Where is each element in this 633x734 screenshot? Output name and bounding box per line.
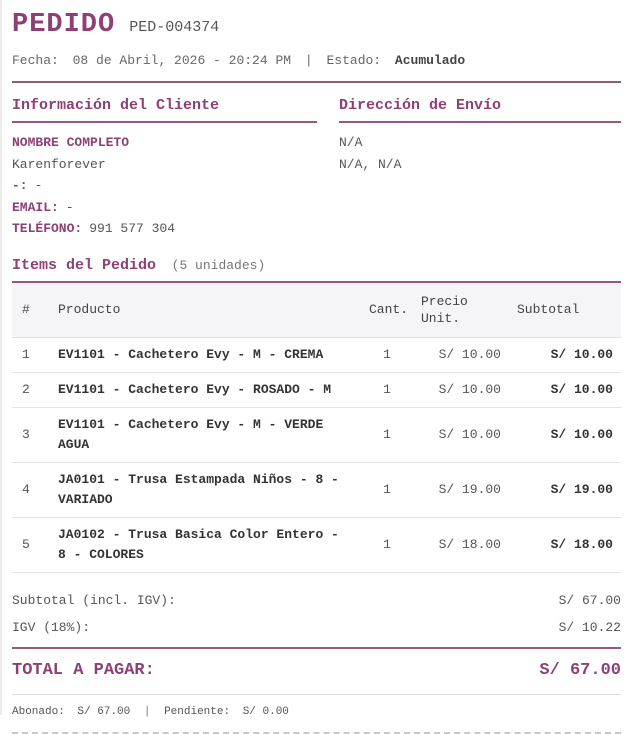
estado-value: Acumulado [394, 53, 466, 68]
document-header: PEDIDO PED-004374 [12, 10, 621, 40]
item-precio: S/ 18.00 [413, 517, 509, 573]
header-divider [12, 81, 621, 83]
fecha-label: Fecha: [12, 53, 59, 68]
abonado-value: S/ 67.00 [77, 705, 131, 718]
item-cant: 1 [361, 462, 413, 518]
col-header-num: # [12, 282, 50, 338]
item-producto: EV1101 - Cachetero Evy - ROSADO - M [50, 372, 361, 408]
item-producto: EV1101 - Cachetero Evy - M - VERDE AGUA [50, 407, 361, 463]
item-precio: S/ 10.00 [413, 407, 509, 463]
page-title: PEDIDO [12, 10, 116, 40]
item-cant: 1 [361, 517, 413, 573]
client-email-row: EMAIL: - [12, 199, 74, 215]
subtotal-value: S/ 67.00 [558, 592, 621, 608]
client-info-body: NOMBRE COMPLETO Karenforever -: - EMAIL: -… [12, 123, 317, 240]
info-columns: Información del Cliente NOMBRE COMPLETO … [12, 97, 621, 240]
igv-row: IGV (18%): S/ 10.22 [12, 614, 621, 641]
subtotal-label: Subtotal (incl. IGV): [12, 592, 176, 608]
item-num: 3 [12, 407, 50, 463]
grand-total-value: S/ 67.00 [539, 660, 621, 680]
item-subtotal: S/ 10.00 [509, 372, 621, 408]
header-row: # Producto Cant. Precio Unit. Subtotal [12, 282, 621, 338]
grand-total-row: TOTAL A PAGAR: S/ 67.00 [12, 646, 621, 690]
payment-status-line: Abonado: S/ 67.00 | Pendiente: S/ 0.00 [12, 693, 621, 730]
pendiente-value: S/ 0.00 [242, 705, 289, 718]
grand-total-label: TOTAL A PAGAR: [12, 660, 155, 680]
shipping-info-body: N/A N/A, N/A [339, 123, 621, 175]
client-name-value: Karenforever [12, 156, 106, 172]
payment-separator: | [143, 705, 151, 718]
item-producto: EV1101 - Cachetero Evy - M - CREMA [50, 337, 361, 373]
client-name-label: NOMBRE COMPLETO [12, 135, 130, 150]
client-section-title: Información del Cliente [12, 97, 317, 123]
meta-separator: | [304, 53, 313, 68]
totals-section: Subtotal (incl. IGV): S/ 67.00 IGV (18%)… [12, 587, 621, 690]
col-header-precio: Precio Unit. [413, 282, 509, 338]
items-table-header: # Producto Cant. Precio Unit. Subtotal [12, 282, 621, 338]
igv-label: IGV (18%): [12, 619, 91, 635]
item-cant: 1 [361, 407, 413, 463]
col-header-subtotal: Subtotal [509, 282, 621, 338]
items-units-note: (5 unidades) [171, 257, 266, 273]
pendiente-label: Pendiente: [164, 705, 231, 718]
estado-label: Estado: [326, 53, 382, 68]
col-header-cant: Cant. [361, 282, 413, 338]
shipping-line-2: N/A, N/A [339, 156, 402, 172]
client-info-section: Información del Cliente NOMBRE COMPLETO … [12, 97, 317, 240]
item-subtotal: S/ 10.00 [509, 337, 621, 373]
item-subtotal: S/ 19.00 [509, 462, 621, 518]
order-meta-line: Fecha: 08 de Abril, 2026 - 20:24 PM | Es… [12, 53, 621, 68]
client-phone-row: TELÉFONO: 991 577 304 [12, 221, 176, 236]
item-num: 1 [12, 337, 50, 373]
shipping-info-section: Dirección de Envío N/A N/A, N/A [339, 97, 621, 240]
shipping-line-1: N/A [339, 135, 363, 150]
subtotal-row: Subtotal (incl. IGV): S/ 67.00 [12, 587, 621, 614]
items-section-title: Items del Pedido [12, 256, 157, 274]
order-number: PED-004374 [129, 19, 220, 36]
client-info-row: -: - [12, 178, 43, 193]
table-row: 1 EV1101 - Cachetero Evy - M - CREMA 1 S… [12, 337, 621, 373]
table-row: 2 EV1101 - Cachetero Evy - ROSADO - M 1 … [12, 372, 621, 408]
item-cant: 1 [361, 337, 413, 373]
table-row: 5 JA0102 - Trusa Basica Color Entero - 8… [12, 517, 621, 573]
item-precio: S/ 19.00 [413, 462, 509, 518]
col-header-producto: Producto [50, 282, 361, 338]
items-section: Items del Pedido (5 unidades) # Producto… [12, 256, 621, 573]
items-table: # Producto Cant. Precio Unit. Subtotal 1… [12, 282, 621, 573]
item-precio: S/ 10.00 [413, 372, 509, 408]
item-num: 4 [12, 462, 50, 518]
table-row: 4 JA0101 - Trusa Estampada Niños - 8 - V… [12, 462, 621, 518]
item-producto: JA0102 - Trusa Basica Color Entero - 8 -… [50, 517, 361, 573]
shipping-section-title: Dirección de Envío [339, 97, 621, 123]
item-subtotal: S/ 10.00 [509, 407, 621, 463]
fecha-value: 08 de Abril, 2026 - 20:24 PM [72, 53, 292, 68]
item-cant: 1 [361, 372, 413, 408]
item-precio: S/ 10.00 [413, 337, 509, 373]
table-row: 3 EV1101 - Cachetero Evy - M - VERDE AGU… [12, 407, 621, 463]
item-num: 5 [12, 517, 50, 573]
item-producto: JA0101 - Trusa Estampada Niños - 8 - VAR… [50, 462, 361, 518]
abonado-label: Abonado: [12, 705, 65, 718]
items-title-row: Items del Pedido (5 unidades) [12, 256, 621, 283]
item-subtotal: S/ 18.00 [509, 517, 621, 573]
receipt-end-dashed-divider [12, 731, 621, 734]
item-num: 2 [12, 372, 50, 408]
igv-value: S/ 10.22 [558, 619, 621, 635]
